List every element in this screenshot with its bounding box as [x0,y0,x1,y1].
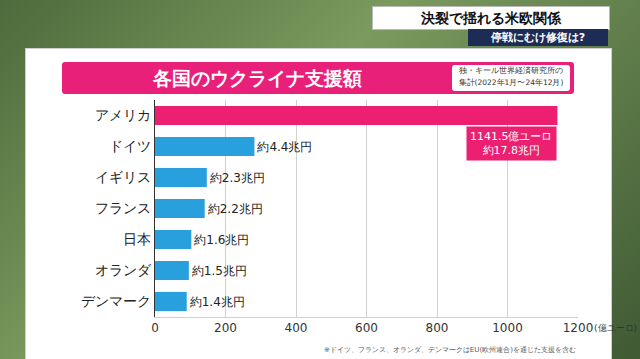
svg-text:1200: 1200 [563,321,594,335]
svg-text:約2.3兆円: 約2.3兆円 [210,171,265,185]
svg-text:イギリス: イギリス [95,169,151,185]
svg-text:約1.4兆円: 約1.4兆円 [190,295,245,309]
svg-text:600: 600 [355,321,378,335]
svg-text:ドイツ: ドイツ [109,138,151,154]
html-text:停戦にむけ修復は?: 停戦にむけ修復は? [490,31,586,44]
svg-text:200: 200 [214,321,237,335]
html-text:決裂で揺れる米欧関係: 決裂で揺れる米欧関係 [421,10,561,26]
svg-text:400: 400 [285,321,308,335]
svg-text:800: 800 [426,321,449,335]
svg-text:1000: 1000 [492,321,523,335]
svg-text:アメリカ: アメリカ [95,107,151,123]
svg-text:約2.2兆円: 約2.2兆円 [208,202,263,216]
svg-text:日本: 日本 [123,231,151,247]
svg-text:0: 0 [151,321,159,335]
svg-text:フランス: フランス [95,200,151,216]
svg-text:約1.5兆円: 約1.5兆円 [192,264,247,278]
svg-text:※ドイツ、フランス、オランダ、デンマークはEU(欧州連合)を: ※ドイツ、フランス、オランダ、デンマークはEU(欧州連合)を通じた支援を含む [324,346,576,354]
svg-text:(億ユーロ): (億ユーロ) [594,323,637,333]
svg-text:1141.5億ユーロ約17.8兆円: 1141.5億ユーロ約17.8兆円 [470,130,553,157]
svg-text:約4.4兆円: 約4.4兆円 [257,140,312,154]
svg-text:デンマーク: デンマーク [81,293,151,309]
svg-text:約1.6兆円: 約1.6兆円 [194,233,249,247]
html-text:各国のウクライナ支援額: 各国のウクライナ支援額 [152,67,362,89]
svg-text:オランダ: オランダ [95,262,152,278]
html-text:独・キール世界経済研究所の 集計(2022年1月〜24年12: 独・キール世界経済研究所の 集計(2022年1月〜24年12月) [458,66,564,87]
